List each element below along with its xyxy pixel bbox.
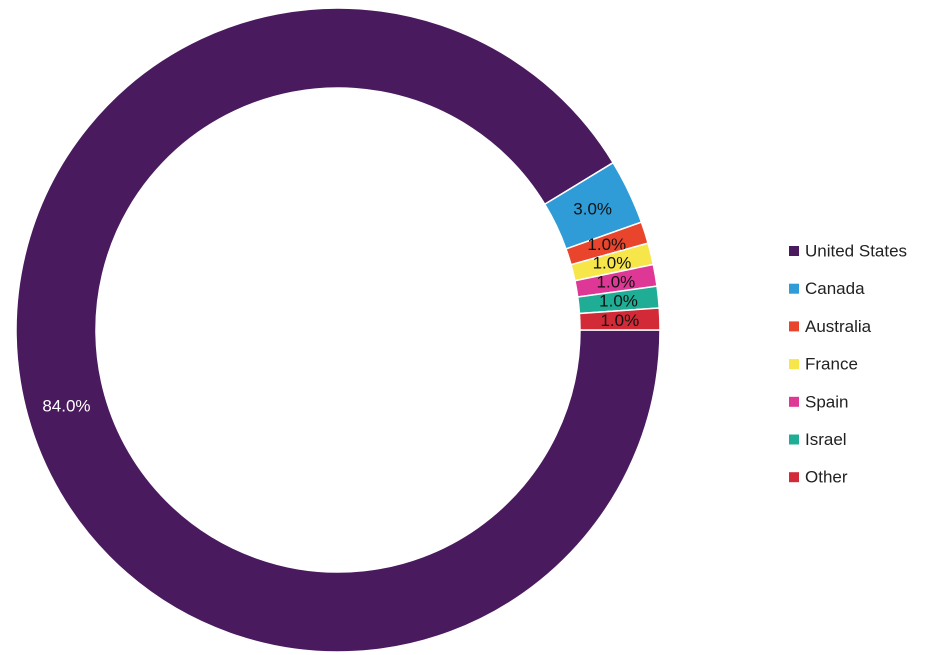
legend-label: France <box>805 355 858 374</box>
data-label: 1.0% <box>597 273 636 292</box>
data-label: 1.0% <box>600 311 639 330</box>
legend-label: Australia <box>805 317 872 336</box>
legend-swatch <box>789 434 799 445</box>
data-label: 3.0% <box>573 199 612 218</box>
legend-swatch <box>789 321 799 332</box>
donut-segment <box>578 307 661 331</box>
legend-label: Canada <box>805 279 865 298</box>
data-label: 84.0% <box>42 397 90 416</box>
legend-label: Israel <box>805 430 847 449</box>
legend-swatch <box>789 246 799 256</box>
legend-label: Other <box>805 468 848 487</box>
data-label: 1.0% <box>599 292 638 311</box>
legend-swatch <box>789 283 799 294</box>
donut-segment <box>15 7 661 653</box>
legend-swatch <box>789 396 799 407</box>
legend-label: Spain <box>805 392 848 411</box>
legend-swatch <box>789 472 799 483</box>
data-label: 1.0% <box>593 254 632 273</box>
data-label: 1.0% <box>587 235 626 254</box>
legend-swatch <box>789 359 799 370</box>
legend-label: United States <box>805 241 907 260</box>
